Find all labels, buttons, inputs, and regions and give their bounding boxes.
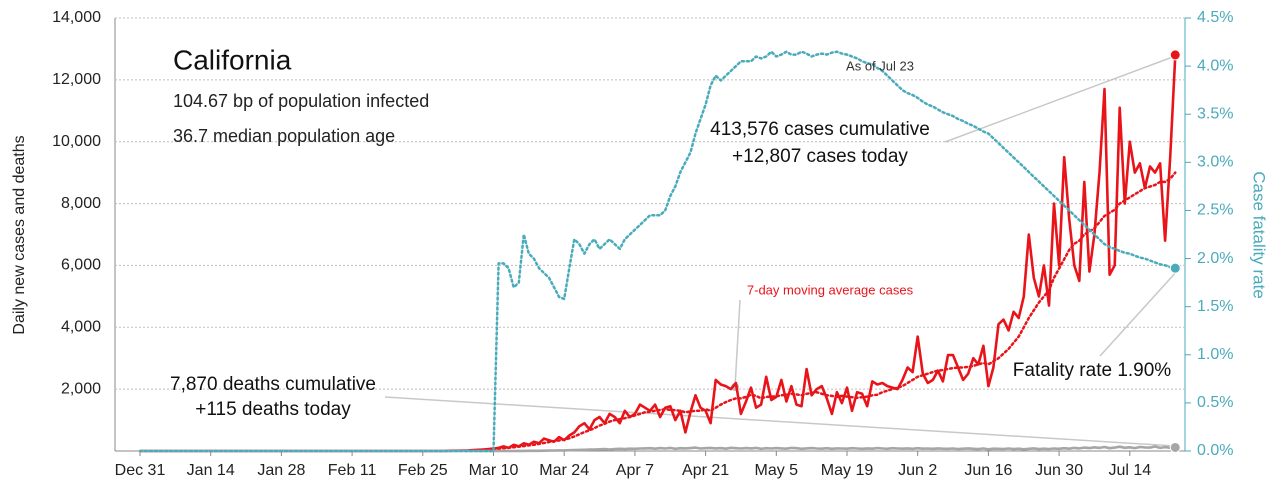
leader-line	[734, 299, 741, 388]
leader-line	[944, 54, 1179, 143]
y-tick-label: 2,000	[61, 380, 101, 397]
x-tick-label: Jun 2	[898, 462, 937, 479]
annotation: California	[173, 44, 292, 75]
y2-tick-label: 3.5%	[1197, 105, 1233, 122]
y-tick-label: 14,000	[52, 9, 101, 26]
annotation: 413,576 cases cumulative	[710, 119, 930, 140]
x-tick-label: Jun 30	[1035, 462, 1083, 479]
y-axis-title: Daily new cases and deaths	[11, 135, 28, 334]
y2-tick-label: 3.0%	[1197, 154, 1233, 171]
annotation: 36.7 median population age	[173, 126, 395, 146]
y-tick-label: 4,000	[61, 319, 101, 336]
x-tick-label: Feb 11	[328, 462, 377, 479]
annotation: As of Jul 23	[846, 58, 914, 73]
leader-line	[1099, 269, 1179, 357]
x-tick-label: Apr 7	[616, 462, 654, 479]
x-tick-label: May 5	[755, 462, 799, 479]
y-tick-label: 12,000	[52, 71, 101, 88]
x-tick-label: Jul 14	[1108, 462, 1151, 479]
end-marker	[1169, 262, 1181, 274]
annotation: +115 deaths today	[195, 399, 351, 420]
y2-tick-label: 4.5%	[1197, 9, 1233, 26]
x-tick-label: Jan 28	[257, 462, 305, 479]
x-tick-label: Mar 10	[469, 462, 519, 479]
y2-tick-label: 0.0%	[1197, 442, 1233, 459]
annotation: +12,807 cases today	[732, 146, 908, 167]
y2-tick-label: 1.5%	[1197, 298, 1233, 315]
y2-tick-label: 2.0%	[1197, 250, 1233, 267]
series-line	[138, 50, 1177, 453]
y2-axis-title: Case fatality rate	[1250, 171, 1269, 299]
leader-line	[384, 396, 1176, 447]
x-tick-label: Mar 24	[539, 462, 589, 479]
end-marker	[1169, 441, 1181, 453]
y-tick-label: 10,000	[52, 133, 101, 150]
x-tick-label: Jan 14	[187, 462, 235, 479]
y2-tick-label: 4.0%	[1197, 57, 1233, 74]
y2-tick-label: 0.5%	[1197, 394, 1233, 411]
annotation: Fatality rate 1.90%	[1013, 360, 1172, 381]
y2-tick-label: 2.5%	[1197, 202, 1233, 219]
end-marker	[1169, 49, 1181, 61]
x-tick-label: May 19	[821, 462, 874, 479]
y-tick-label: 6,000	[61, 257, 101, 274]
annotation: 7-day moving average cases	[747, 282, 914, 297]
annotation: 104.67 bp of population infected	[173, 91, 429, 111]
x-tick-label: Dec 31	[115, 462, 166, 479]
y-tick-label: 8,000	[61, 195, 101, 212]
y2-tick-label: 1.0%	[1197, 346, 1233, 363]
annotation: 7,870 deaths cumulative	[170, 374, 376, 395]
x-tick-label: Jun 16	[964, 462, 1012, 479]
x-tick-label: Feb 25	[398, 462, 448, 479]
series-line	[472, 171, 1177, 452]
x-tick-label: Apr 21	[682, 462, 729, 479]
